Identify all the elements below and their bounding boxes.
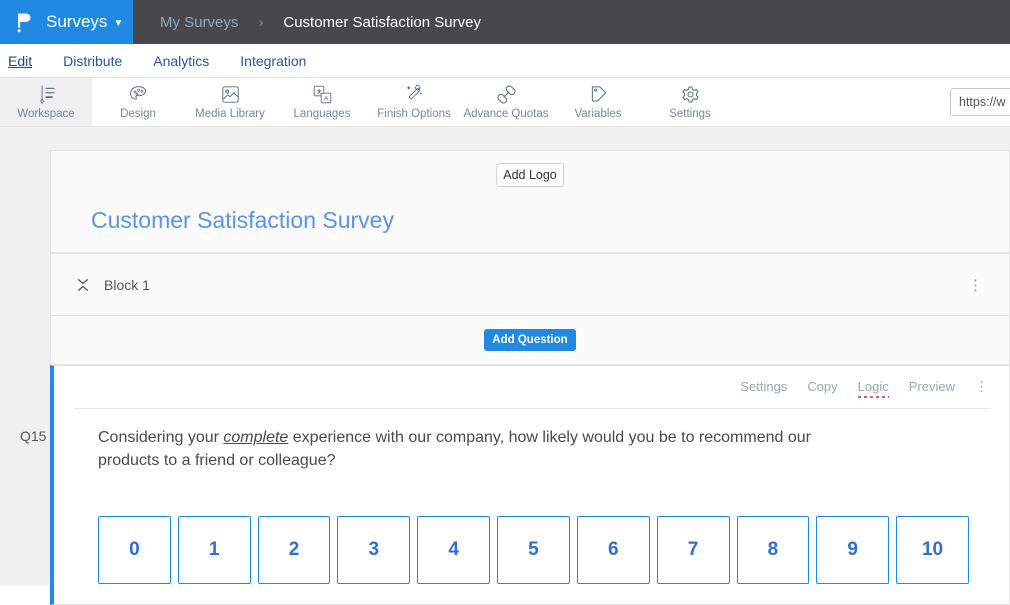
svg-text:A: A bbox=[323, 96, 328, 103]
